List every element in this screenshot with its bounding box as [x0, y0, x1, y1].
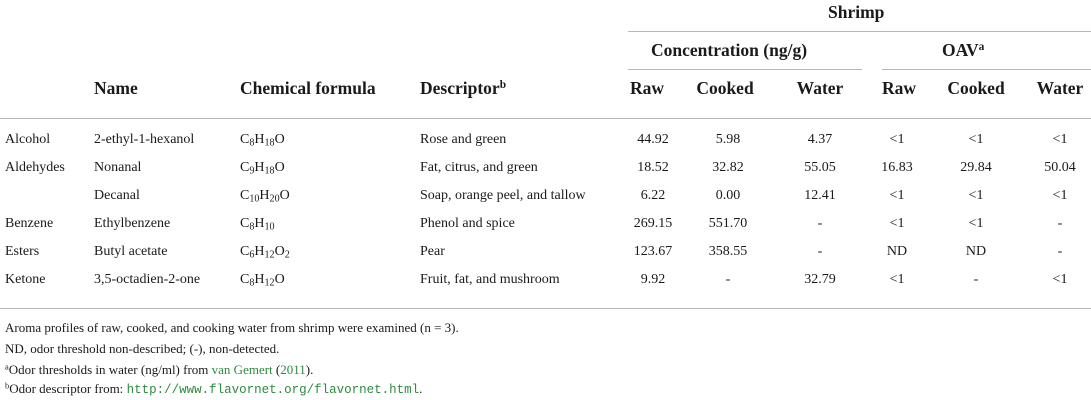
- footnote-b-text: Odor descriptor from:: [9, 381, 127, 396]
- oav-raw-cell: <1: [889, 272, 905, 287]
- descriptor-header-sup: b: [499, 78, 507, 91]
- oav-cooked-cell: -: [973, 272, 979, 287]
- footnote-a-paren-close: ).: [305, 362, 314, 377]
- descriptor-cell: Fat, citrus, and green: [420, 160, 538, 175]
- conc-raw-cell: 6.22: [640, 188, 666, 203]
- footnote-b-sup: b: [5, 380, 10, 391]
- oav-rule: [882, 69, 1091, 70]
- footnote-nd: ND, odor threshold non-described; (-), n…: [5, 341, 280, 356]
- conc-water-cell: -: [817, 244, 823, 259]
- oav-cooked-cell: <1: [968, 188, 984, 203]
- chemical-formula-cell: C10H20O: [240, 188, 290, 205]
- category-cell: Benzene: [5, 216, 54, 231]
- compound-name-cell: Ethylbenzene: [94, 216, 171, 231]
- oav-raw-cell: 16.83: [881, 160, 913, 175]
- conc-water-cell: 55.05: [804, 160, 836, 175]
- compound-name-cell: Nonanal: [94, 160, 142, 175]
- conc-water-header: Water: [796, 78, 844, 98]
- oav-raw-cell: <1: [889, 188, 905, 203]
- conc-raw-header: Raw: [629, 78, 665, 98]
- oav-header-label: OAV: [942, 40, 979, 60]
- conc-water-cell: -: [817, 216, 823, 231]
- descriptor-cell: Fruit, fat, and mushroom: [420, 272, 560, 287]
- compound-name-cell: Decanal: [94, 188, 140, 203]
- flavornet-link[interactable]: http://www.flavornet.org/flavornet.html: [126, 383, 420, 397]
- conc-cooked-cell: 0.00: [715, 188, 741, 203]
- footnote-a: aOdor thresholds in water (ng/ml) from v…: [5, 362, 313, 378]
- conc-cooked-cell: 5.98: [715, 132, 741, 147]
- table-bottom-rule: [0, 308, 1091, 309]
- oav-cooked-cell: <1: [968, 132, 984, 147]
- concentration-header: Concentration (ng/g): [651, 40, 808, 60]
- descriptor-cell: Soap, orange peel, and tallow: [420, 188, 586, 203]
- oav-water-cell: -: [1057, 216, 1063, 231]
- conc-raw-cell: 9.92: [640, 272, 666, 287]
- footnote-a-sup: a: [5, 361, 9, 372]
- chemical-formula-cell: C8H18O: [240, 132, 285, 149]
- descriptor-cell: Phenol and spice: [420, 216, 515, 231]
- conc-cooked-cell: 32.82: [712, 160, 744, 175]
- van-gemert-year-link[interactable]: 2011: [280, 362, 306, 377]
- oav-water-header: Water: [1036, 78, 1084, 98]
- oav-water-cell: <1: [1052, 132, 1068, 147]
- oav-header-sup: a: [978, 40, 985, 53]
- compound-name-cell: 2-ethyl-1-hexanol: [94, 132, 195, 147]
- conc-raw-cell: 44.92: [637, 132, 669, 147]
- name-header: Name: [94, 78, 138, 98]
- compound-name-cell: Butyl acetate: [94, 244, 168, 259]
- conc-raw-cell: 269.15: [633, 216, 673, 231]
- chemical-formula-cell: C8H10: [240, 216, 275, 233]
- conc-cooked-cell: 551.70: [708, 216, 748, 231]
- shrimp-group-rule: [628, 31, 1091, 32]
- conc-cooked-cell: -: [725, 272, 731, 287]
- oav-raw-header: Raw: [881, 78, 917, 98]
- category-cell: Esters: [5, 244, 40, 259]
- descriptor-cell: Pear: [420, 244, 445, 259]
- category-cell: Alcohol: [5, 132, 51, 147]
- conc-raw-cell: 123.67: [633, 244, 673, 259]
- concentration-rule: [628, 69, 862, 70]
- oav-cooked-header: Cooked: [947, 78, 1005, 98]
- oav-header: OAVa: [942, 40, 984, 61]
- conc-cooked-header: Cooked: [696, 78, 754, 98]
- oav-raw-cell: <1: [889, 132, 905, 147]
- chemical-formula-cell: C9H18O: [240, 160, 285, 177]
- chemical-formula-cell: C6H12O2: [240, 244, 290, 261]
- footnote-a-text: Odor thresholds in water (ng/ml) from: [8, 362, 212, 377]
- footnote-b: bOdor descriptor from: http://www.flavor…: [5, 381, 422, 397]
- oav-cooked-cell: ND: [965, 244, 987, 259]
- conc-raw-cell: 18.52: [637, 160, 669, 175]
- compound-name-cell: 3,5-octadien-2-one: [94, 272, 201, 287]
- header-bottom-rule: [0, 118, 1091, 119]
- descriptor-header: Descriptorb: [420, 78, 506, 99]
- footnote-a-paren-open: (: [272, 362, 281, 377]
- van-gemert-reference-link[interactable]: van Gemert: [211, 362, 273, 377]
- conc-water-cell: 4.37: [807, 132, 833, 147]
- descriptor-header-label: Descriptor: [420, 78, 500, 98]
- conc-water-cell: 12.41: [804, 188, 836, 203]
- shrimp-group-header: Shrimp: [828, 2, 885, 22]
- conc-water-cell: 32.79: [804, 272, 836, 287]
- oav-cooked-cell: <1: [968, 216, 984, 231]
- oav-water-cell: 50.04: [1044, 160, 1076, 175]
- descriptor-cell: Rose and green: [420, 132, 507, 147]
- formula-header: Chemical formula: [240, 78, 376, 98]
- footnote-b-period: .: [419, 381, 423, 396]
- conc-cooked-cell: 358.55: [708, 244, 748, 259]
- chemical-formula-cell: C8H12O: [240, 272, 285, 289]
- oav-water-cell: <1: [1052, 188, 1068, 203]
- category-cell: Ketone: [5, 272, 46, 287]
- oav-raw-cell: <1: [889, 216, 905, 231]
- oav-raw-cell: ND: [886, 244, 908, 259]
- footnote-n: Aroma profiles of raw, cooked, and cooki…: [5, 320, 459, 335]
- category-cell: Aldehydes: [5, 160, 65, 175]
- oav-water-cell: <1: [1052, 272, 1068, 287]
- oav-cooked-cell: 29.84: [960, 160, 992, 175]
- oav-water-cell: -: [1057, 244, 1063, 259]
